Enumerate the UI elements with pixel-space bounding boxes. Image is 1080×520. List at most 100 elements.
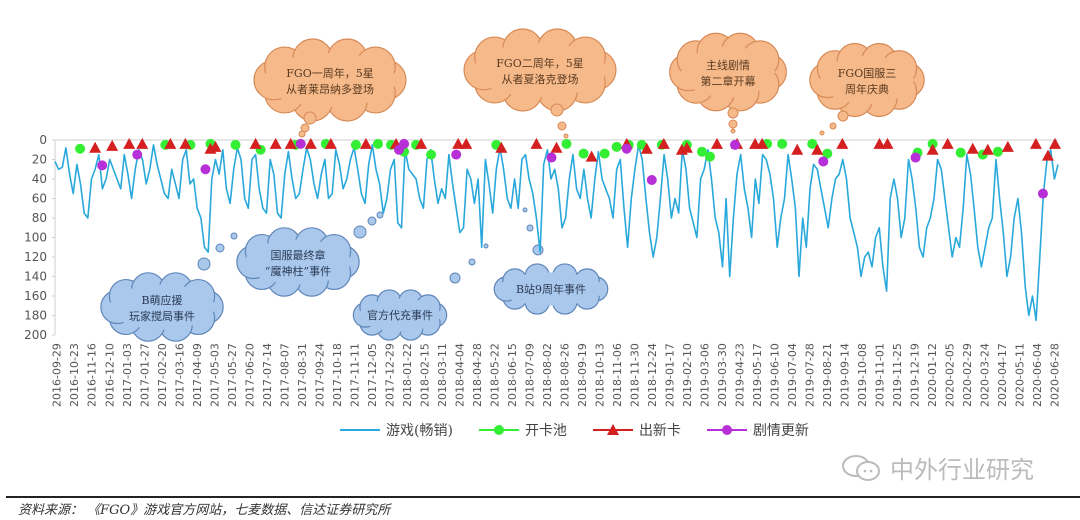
- story-update-marker: [546, 152, 557, 163]
- thought-bubble: [550, 103, 564, 117]
- line-icon: [340, 429, 380, 431]
- game-rank-line: [54, 144, 1059, 322]
- story-update-marker: [818, 156, 829, 167]
- x-tick-label: 2018-08-02: [541, 343, 554, 407]
- y-tick-label: 140: [24, 270, 47, 284]
- annotation-cloud: 国服最终章 “魔神柱”事件: [236, 211, 384, 297]
- cloud-text: B萌应援: [141, 293, 182, 307]
- cloud-text: 从者夏洛克登场: [502, 72, 579, 86]
- x-tick-label: 2017-08-31: [296, 343, 309, 407]
- new-card-marker: [873, 137, 886, 149]
- x-tick-label: 2017-10-18: [331, 343, 344, 407]
- new-card-marker: [657, 137, 670, 149]
- thought-bubble: [819, 130, 825, 136]
- divider: [6, 496, 1080, 498]
- new-card-marker: [966, 142, 979, 154]
- x-tick-label: 2017-01-03: [121, 343, 134, 407]
- x-tick-label: 2017-12-05: [366, 343, 379, 407]
- thought-bubble: [563, 133, 569, 139]
- new-card-marker: [136, 137, 149, 149]
- thought-bubble: [300, 123, 310, 133]
- x-tick-label: 2020-05-11: [1014, 343, 1027, 407]
- story-update-marker: [451, 149, 462, 160]
- new-card-marker: [359, 137, 372, 149]
- gacha-pool-marker: [777, 138, 788, 149]
- gacha-pool-marker: [636, 139, 647, 150]
- x-tick-label: 2019-08-21: [821, 343, 834, 407]
- new-card-marker: [123, 137, 136, 149]
- x-tick-label: 2018-06-15: [506, 343, 519, 407]
- thought-bubble: [526, 224, 534, 232]
- x-tick-label: 2019-03-06: [699, 343, 712, 407]
- chart-markers: [75, 137, 1061, 199]
- cloud-text: B站9周年事件: [516, 282, 586, 296]
- x-tick-label: 2018-11-06: [611, 343, 624, 407]
- gacha-pool-marker: [992, 146, 1003, 157]
- x-tick-label: 2017-06-20: [243, 343, 256, 407]
- thought-bubble: [728, 119, 738, 129]
- x-tick-label: 2020-02-29: [961, 343, 974, 407]
- new-card-marker: [811, 143, 824, 155]
- gacha-pool-marker: [696, 146, 707, 157]
- x-tick-label: 2020-01-12: [926, 343, 939, 407]
- x-tick-label: 2017-07-14: [261, 343, 274, 407]
- gacha-pool-marker: [230, 139, 241, 150]
- new-card-marker: [756, 137, 769, 149]
- new-card-marker: [495, 141, 508, 153]
- new-card-marker: [791, 143, 804, 155]
- legend-item-story: 剧情更新: [706, 420, 809, 440]
- thought-bubble: [522, 207, 528, 213]
- watermark: 中外行业研究: [840, 450, 1034, 485]
- x-tick-label: 2016-10-23: [68, 343, 81, 407]
- red-triangle-icon: [592, 424, 633, 435]
- gacha-pool-marker: [807, 138, 818, 149]
- x-tick-label: 2019-10-08: [856, 343, 869, 407]
- x-tick-label: 2016-11-16: [86, 343, 99, 407]
- y-tick-label: 160: [24, 289, 47, 303]
- gacha-pool-marker: [372, 138, 383, 149]
- x-tick-label: 2017-02-20: [156, 343, 169, 407]
- thought-bubble: [303, 111, 317, 125]
- x-tick-label: 2019-02-10: [681, 343, 694, 407]
- new-card-marker: [585, 150, 598, 162]
- source-note: 资料来源： 《FGO》游戏官方网站，七麦数据、信达证券研究所: [18, 503, 391, 518]
- gacha-pool-marker: [955, 147, 966, 158]
- x-tick-label: 2019-12-19: [909, 343, 922, 407]
- x-tick-label: 2018-10-13: [593, 343, 606, 407]
- x-tick-label: 2020-03-24: [979, 343, 992, 407]
- y-tick-label: 180: [24, 309, 47, 323]
- new-card-marker: [415, 137, 428, 149]
- chart-series: [54, 144, 1059, 322]
- legend-label: 剧情更新: [752, 423, 809, 439]
- new-card-marker: [209, 140, 222, 152]
- cloud-text: 从者莱昂纳多登场: [286, 82, 374, 96]
- x-tick-label: 2020-02-05: [944, 343, 957, 407]
- chart-legend: 游戏(畅销) 开卡池 出新卡 剧情更新: [340, 420, 809, 440]
- legend-item-game: 游戏(畅销): [340, 420, 453, 440]
- x-tick-label: 2019-07-04: [786, 343, 799, 407]
- story-update-marker: [730, 139, 741, 150]
- story-update-marker: [132, 149, 143, 160]
- cloud-text: 主线剧情: [706, 58, 750, 72]
- x-tick-label: 2017-08-07: [278, 343, 291, 407]
- x-tick-label: 2017-11-11: [348, 343, 361, 407]
- y-tick-label: 0: [39, 133, 47, 147]
- x-tick-label: 2020-06-28: [1049, 343, 1062, 407]
- new-card-marker: [680, 141, 693, 153]
- x-tick-label: 2017-05-27: [226, 343, 239, 407]
- x-tick-label: 2017-09-24: [313, 343, 326, 407]
- story-update-marker: [646, 174, 657, 185]
- new-card-marker: [106, 139, 119, 151]
- annotation-cloud: 官方代充事件: [352, 243, 489, 341]
- new-card-marker: [1048, 137, 1061, 149]
- new-card-marker: [1041, 149, 1054, 161]
- legend-label: 出新卡: [638, 423, 681, 439]
- x-tick-label: 2018-07-09: [523, 343, 536, 407]
- cloud-text: FGO国服三: [838, 67, 896, 80]
- thought-bubble: [197, 257, 211, 271]
- chart-axes: 0 20 40 60 80 100 120 140 160 180 200 2016-09-29 201…: [24, 133, 1062, 407]
- x-tick-label: 2019-03-30: [716, 343, 729, 407]
